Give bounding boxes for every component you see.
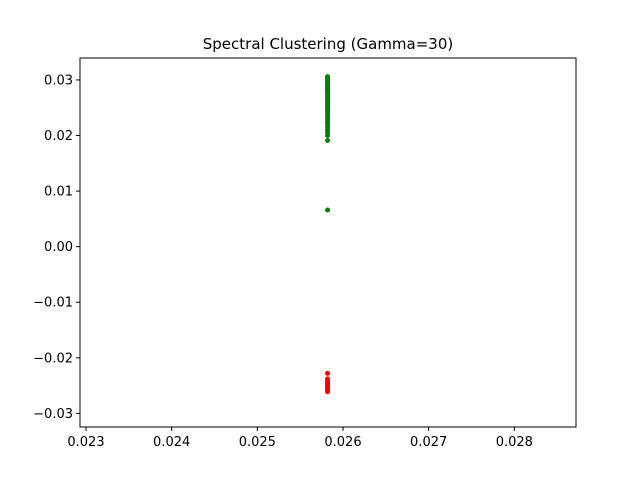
ticks-layer: 0.023 0.024 0.025 0.026 0.027 0.028 −0.03 −0.02… — [33, 73, 533, 450]
y-tick-label: 0.02 — [44, 129, 73, 144]
data-point — [325, 370, 331, 376]
data-point — [325, 207, 331, 213]
x-tick-label: 0.025 — [239, 435, 276, 450]
data-point — [325, 389, 331, 395]
plot-frame — [79, 57, 577, 428]
data-point — [325, 133, 331, 139]
y-tick-label: −0.03 — [33, 407, 73, 422]
x-tick-label: 0.026 — [324, 435, 361, 450]
x-tick-label: 0.027 — [410, 435, 447, 450]
y-tick-label: 0.03 — [44, 73, 73, 88]
y-tick-label: 0.00 — [44, 240, 73, 255]
chart-title: Spectral Clustering (Gamma=30) — [203, 35, 454, 53]
y-tick-label: −0.01 — [33, 296, 73, 311]
x-tick-label: 0.023 — [67, 435, 104, 450]
y-tick-label: −0.02 — [33, 351, 73, 366]
y-tick-label: 0.01 — [44, 185, 73, 200]
points-layer — [325, 74, 331, 395]
data-point — [325, 138, 331, 144]
x-tick-label: 0.024 — [153, 435, 190, 450]
x-tick-label: 0.028 — [496, 435, 533, 450]
